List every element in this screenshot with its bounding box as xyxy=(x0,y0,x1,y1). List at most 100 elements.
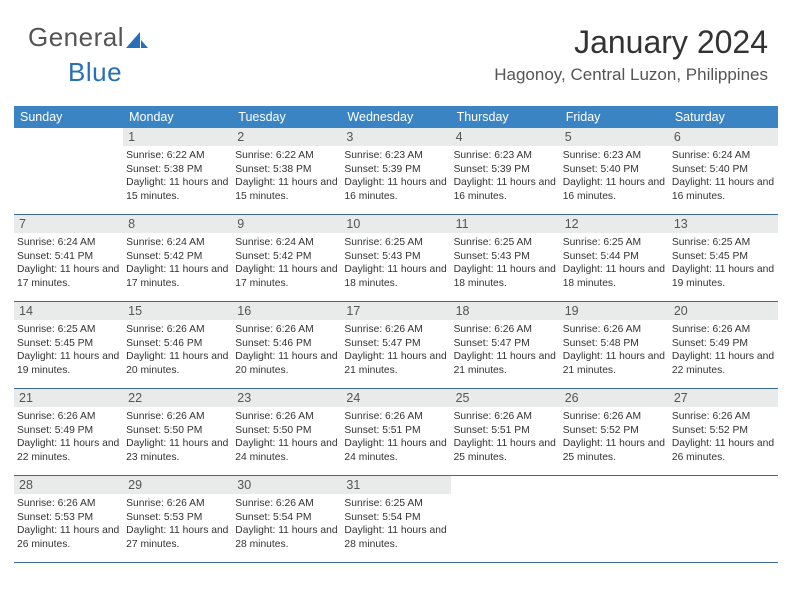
daylight: Daylight: 11 hours and 24 minutes. xyxy=(235,437,338,464)
daylight: Daylight: 11 hours and 28 minutes. xyxy=(344,524,447,551)
calendar-cell xyxy=(14,128,123,214)
month-title: January 2024 xyxy=(494,24,768,61)
daylight: Daylight: 11 hours and 18 minutes. xyxy=(454,263,557,290)
day-info: Sunrise: 6:25 AMSunset: 5:45 PMDaylight:… xyxy=(17,323,120,377)
daylight: Daylight: 11 hours and 20 minutes. xyxy=(235,350,338,377)
sunset: Sunset: 5:46 PM xyxy=(235,337,338,351)
daylight: Daylight: 11 hours and 18 minutes. xyxy=(344,263,447,290)
daylight: Daylight: 11 hours and 17 minutes. xyxy=(126,263,229,290)
calendar-week: 7Sunrise: 6:24 AMSunset: 5:41 PMDaylight… xyxy=(14,215,778,302)
daylight: Daylight: 11 hours and 22 minutes. xyxy=(17,437,120,464)
daylight: Daylight: 11 hours and 19 minutes. xyxy=(672,263,775,290)
dayname: Saturday xyxy=(669,106,778,128)
sunrise: Sunrise: 6:25 AM xyxy=(454,236,557,250)
calendar-cell: 19Sunrise: 6:26 AMSunset: 5:48 PMDayligh… xyxy=(560,302,669,388)
sunset: Sunset: 5:39 PM xyxy=(344,163,447,177)
day-info: Sunrise: 6:26 AMSunset: 5:47 PMDaylight:… xyxy=(344,323,447,377)
calendar-cell: 16Sunrise: 6:26 AMSunset: 5:46 PMDayligh… xyxy=(232,302,341,388)
day-number: 22 xyxy=(123,389,232,407)
day-info: Sunrise: 6:24 AMSunset: 5:41 PMDaylight:… xyxy=(17,236,120,290)
calendar-cell: 17Sunrise: 6:26 AMSunset: 5:47 PMDayligh… xyxy=(341,302,450,388)
day-info: Sunrise: 6:26 AMSunset: 5:49 PMDaylight:… xyxy=(672,323,775,377)
brand-logo: General Blue xyxy=(28,22,148,88)
dayname: Monday xyxy=(123,106,232,128)
day-number: 6 xyxy=(669,128,778,146)
sunset: Sunset: 5:40 PM xyxy=(563,163,666,177)
calendar-week: 1Sunrise: 6:22 AMSunset: 5:38 PMDaylight… xyxy=(14,128,778,215)
calendar-cell: 4Sunrise: 6:23 AMSunset: 5:39 PMDaylight… xyxy=(451,128,560,214)
day-info: Sunrise: 6:26 AMSunset: 5:46 PMDaylight:… xyxy=(126,323,229,377)
calendar-cell: 14 Sunrise: 6:25 AMSunset: 5:45 PMDayligh… xyxy=(14,302,123,388)
sunset: Sunset: 5:38 PM xyxy=(126,163,229,177)
calendar-cell: 8Sunrise: 6:24 AMSunset: 5:42 PMDaylight… xyxy=(123,215,232,301)
location: Hagonoy, Central Luzon, Philippines xyxy=(494,65,768,85)
sunrise: Sunrise: 6:23 AM xyxy=(344,149,447,163)
sunrise: Sunrise: 6:26 AM xyxy=(235,497,338,511)
sunrise: Sunrise: 6:26 AM xyxy=(344,323,447,337)
day-number: 2 xyxy=(232,128,341,146)
sunrise: Sunrise: 6:25 AM xyxy=(17,323,120,337)
day-number: 31 xyxy=(341,476,450,494)
day-number: 29 xyxy=(123,476,232,494)
day-number: 15 xyxy=(123,302,232,320)
sunset: Sunset: 5:53 PM xyxy=(17,511,120,525)
day-info: Sunrise: 6:23 AMSunset: 5:39 PMDaylight:… xyxy=(344,149,447,203)
sunset: Sunset: 5:43 PM xyxy=(344,250,447,264)
sunrise: Sunrise: 6:26 AM xyxy=(235,410,338,424)
sunrise: Sunrise: 6:26 AM xyxy=(17,497,120,511)
day-info: Sunrise: 6:25 AMSunset: 5:44 PMDaylight:… xyxy=(563,236,666,290)
calendar-cell: 27Sunrise: 6:26 AMSunset: 5:52 PMDayligh… xyxy=(669,389,778,475)
brand-part1: General xyxy=(28,22,124,52)
calendar-cell: 18 Sunrise: 6:26 AMSunset: 5:47 PMDayligh… xyxy=(451,302,560,388)
day-number: 4 xyxy=(451,128,560,146)
calendar: Sunday Monday Tuesday Wednesday Thursday… xyxy=(14,106,778,563)
sunrise: Sunrise: 6:26 AM xyxy=(563,410,666,424)
sunset: Sunset: 5:41 PM xyxy=(17,250,120,264)
sunset: Sunset: 5:51 PM xyxy=(344,424,447,438)
sunset: Sunset: 5:50 PM xyxy=(235,424,338,438)
daylight: Daylight: 11 hours and 15 minutes. xyxy=(235,176,338,203)
sunset: Sunset: 5:47 PM xyxy=(454,337,557,351)
daylight: Daylight: 11 hours and 16 minutes. xyxy=(454,176,557,203)
sunset: Sunset: 5:43 PM xyxy=(454,250,557,264)
sunrise: Sunrise: 6:24 AM xyxy=(235,236,338,250)
daylight: Daylight: 11 hours and 16 minutes. xyxy=(563,176,666,203)
calendar-cell: 25Sunrise: 6:26 AMSunset: 5:51 PMDayligh… xyxy=(451,389,560,475)
sunrise: Sunrise: 6:25 AM xyxy=(563,236,666,250)
sunrise: Sunrise: 6:23 AM xyxy=(563,149,666,163)
calendar-cell: 5 Sunrise: 6:23 AMSunset: 5:40 PMDaylight… xyxy=(560,128,669,214)
calendar-cell: 28Sunrise: 6:26 AMSunset: 5:53 PMDayligh… xyxy=(14,476,123,562)
calendar-cell: 20Sunrise: 6:26 AMSunset: 5:49 PMDayligh… xyxy=(669,302,778,388)
day-info: Sunrise: 6:26 AMSunset: 5:47 PMDaylight:… xyxy=(454,323,557,377)
calendar-cell: 10Sunrise: 6:25 AMSunset: 5:43 PMDayligh… xyxy=(341,215,450,301)
day-info: Sunrise: 6:24 AMSunset: 5:42 PMDaylight:… xyxy=(126,236,229,290)
calendar-cell: 22 Sunrise: 6:26 AMSunset: 5:50 PMDayligh… xyxy=(123,389,232,475)
calendar-cell: 23Sunrise: 6:26 AMSunset: 5:50 PMDayligh… xyxy=(232,389,341,475)
day-info: Sunrise: 6:26 AMSunset: 5:52 PMDaylight:… xyxy=(563,410,666,464)
sunset: Sunset: 5:38 PM xyxy=(235,163,338,177)
daylight: Daylight: 11 hours and 15 minutes. xyxy=(126,176,229,203)
calendar-cell xyxy=(451,476,560,562)
day-number: 18 xyxy=(451,302,560,320)
daylight: Daylight: 11 hours and 27 minutes. xyxy=(126,524,229,551)
daylight: Daylight: 11 hours and 19 minutes. xyxy=(17,350,120,377)
calendar-week: 14 Sunrise: 6:25 AMSunset: 5:45 PMDayligh… xyxy=(14,302,778,389)
calendar-cell: 9Sunrise: 6:24 AMSunset: 5:42 PMDaylight… xyxy=(232,215,341,301)
dayname: Friday xyxy=(560,106,669,128)
day-number: 27 xyxy=(669,389,778,407)
day-number: 16 xyxy=(232,302,341,320)
daylight: Daylight: 11 hours and 23 minutes. xyxy=(126,437,229,464)
dayname: Tuesday xyxy=(232,106,341,128)
day-number: 14 xyxy=(14,302,123,320)
day-info: Sunrise: 6:25 AMSunset: 5:43 PMDaylight:… xyxy=(454,236,557,290)
day-info: Sunrise: 6:26 AMSunset: 5:50 PMDaylight:… xyxy=(126,410,229,464)
calendar-cell: 1Sunrise: 6:22 AMSunset: 5:38 PMDaylight… xyxy=(123,128,232,214)
daylight: Daylight: 11 hours and 25 minutes. xyxy=(454,437,557,464)
day-info: Sunrise: 6:24 AMSunset: 5:42 PMDaylight:… xyxy=(235,236,338,290)
sunset: Sunset: 5:48 PM xyxy=(563,337,666,351)
day-number: 5 xyxy=(560,128,669,146)
calendar-cell: 2Sunrise: 6:22 AMSunset: 5:38 PMDaylight… xyxy=(232,128,341,214)
day-number: 25 xyxy=(451,389,560,407)
day-number: 26 xyxy=(560,389,669,407)
daylight: Daylight: 11 hours and 24 minutes. xyxy=(344,437,447,464)
